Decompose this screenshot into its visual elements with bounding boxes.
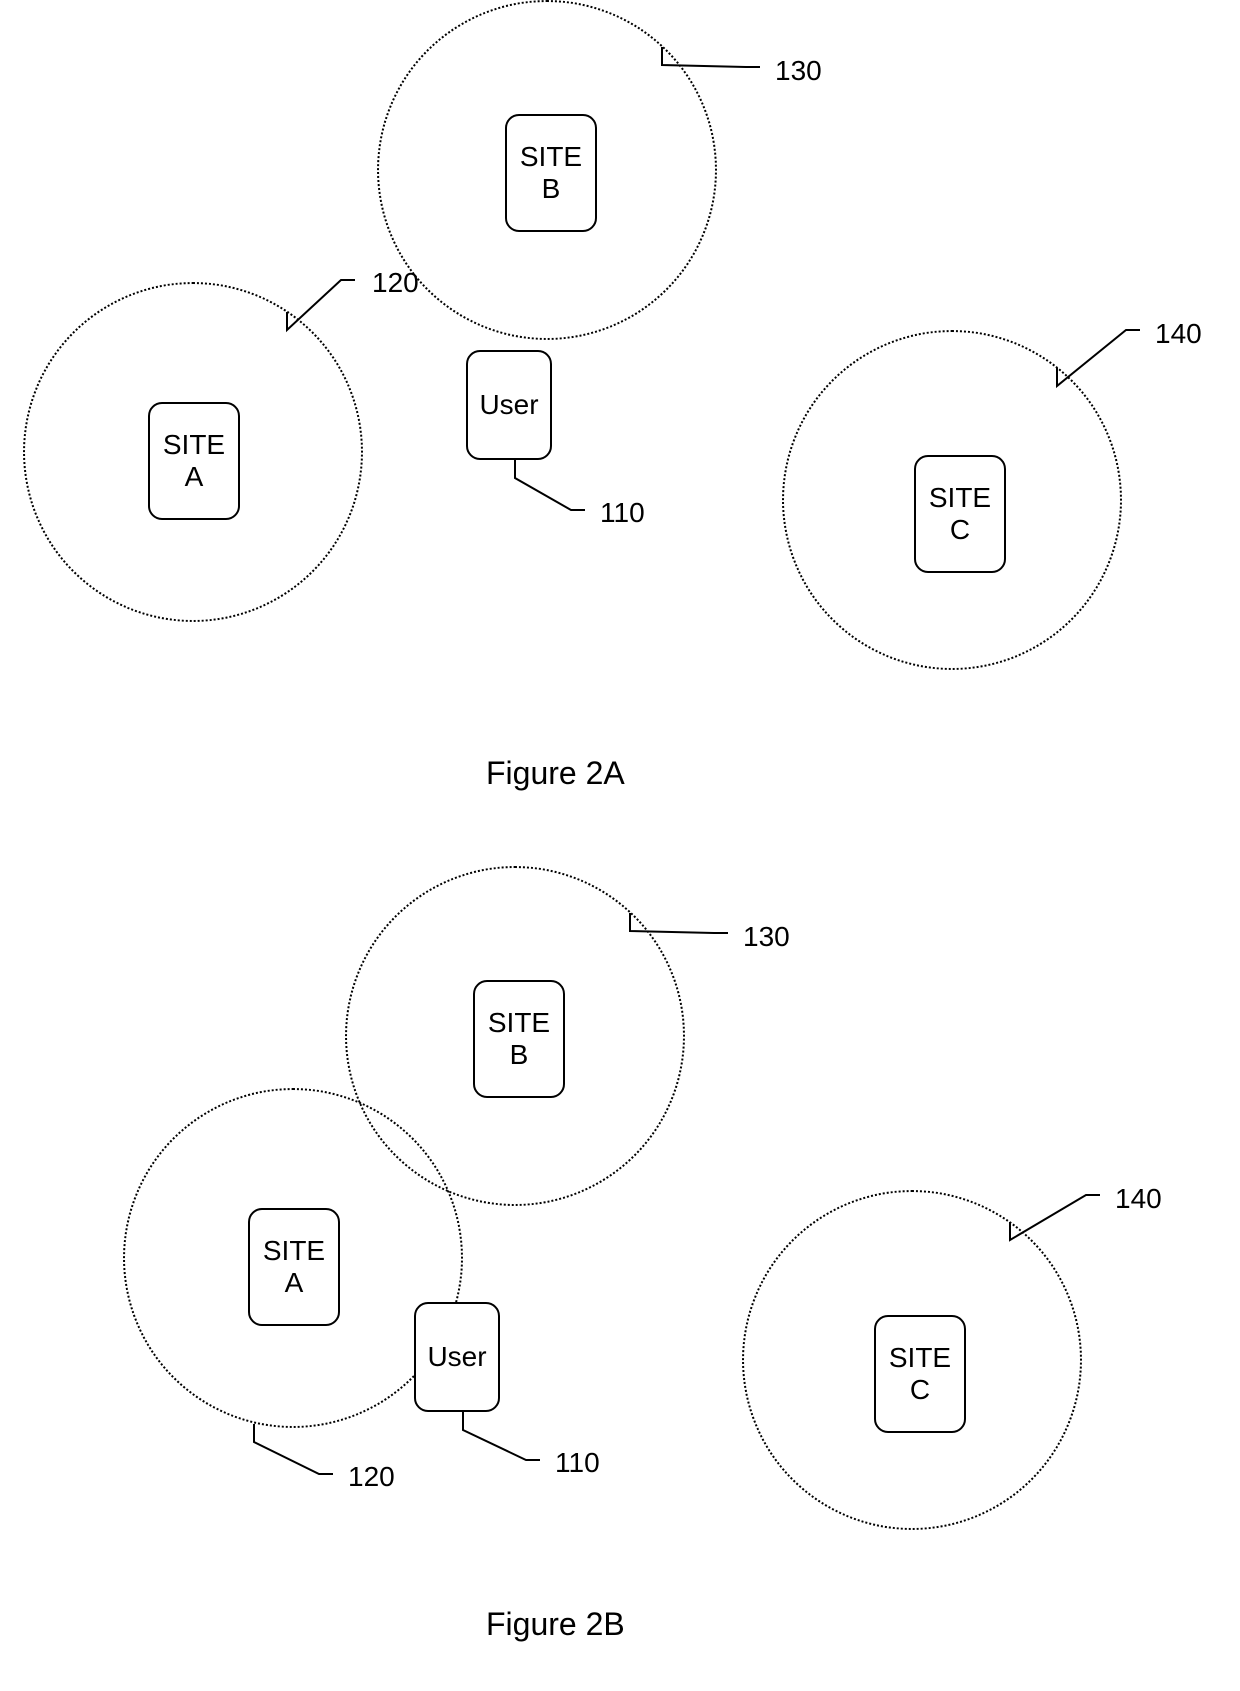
figB-leader-110 [459, 1408, 544, 1484]
figA-node-site-c: SITEC [914, 455, 1006, 573]
figB-ref-140: 140 [1115, 1183, 1162, 1215]
figB-node-user: User [414, 1302, 500, 1412]
figB-node-site-c: SITEC [874, 1315, 966, 1433]
figA-node-site-b: SITEB [505, 114, 597, 232]
diagram-stage: SITEA SITEB SITEC User 120 130 140 110 F… [0, 0, 1240, 1691]
figA-ref-110: 110 [600, 497, 645, 529]
figA-caption: Figure 2A [486, 755, 625, 792]
figB-node-site-b: SITEB [473, 980, 565, 1098]
figA-node-site-b-label: SITEB [520, 141, 582, 205]
figB-ref-120: 120 [348, 1461, 395, 1493]
figA-ref-120: 120 [372, 267, 419, 299]
figA-ref-140: 140 [1155, 318, 1202, 350]
figB-node-site-c-label: SITEC [889, 1342, 951, 1406]
figA-leader-110 [511, 456, 589, 534]
figB-ref-130: 130 [743, 921, 790, 953]
figA-node-user: User [466, 350, 552, 460]
figB-caption: Figure 2B [486, 1606, 625, 1643]
figB-leader-120 [250, 1420, 337, 1498]
figA-node-user-label: User [479, 389, 538, 421]
figB-node-user-label: User [427, 1341, 486, 1373]
figA-node-site-a: SITEA [148, 402, 240, 520]
figB-ref-110: 110 [555, 1447, 600, 1479]
figA-node-site-a-label: SITEA [163, 429, 225, 493]
figB-node-site-a: SITEA [248, 1208, 340, 1326]
figB-node-site-a-label: SITEA [263, 1235, 325, 1299]
figA-ref-130: 130 [775, 55, 822, 87]
figB-node-site-b-label: SITEB [488, 1007, 550, 1071]
figA-node-site-c-label: SITEC [929, 482, 991, 546]
